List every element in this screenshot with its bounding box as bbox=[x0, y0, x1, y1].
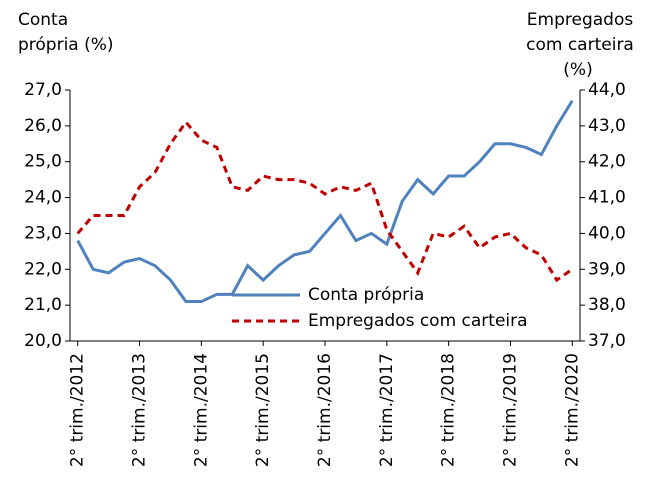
y-tick-label: 20,0 bbox=[24, 331, 62, 351]
x-tick-label: 2° trim./2020 bbox=[562, 353, 582, 467]
y-tick-label: 27,0 bbox=[24, 80, 62, 100]
x-tick-label: 2° trim./2013 bbox=[130, 353, 150, 467]
series-line bbox=[76, 119, 574, 283]
y2-tick-label: 38,0 bbox=[588, 295, 626, 315]
y2-axis-title: (%) bbox=[563, 60, 592, 80]
x-tick-label: 2° trim./2017 bbox=[377, 353, 397, 467]
y2-tick-label: 37,0 bbox=[588, 331, 626, 351]
y2-tick-label: 43,0 bbox=[588, 116, 626, 136]
y-tick-label: 21,0 bbox=[24, 295, 62, 315]
x-tick-label: 2° trim./2016 bbox=[315, 353, 335, 467]
y2-tick-label: 39,0 bbox=[588, 259, 626, 279]
y-axis-title: Conta bbox=[18, 10, 68, 30]
y-tick-label: 22,0 bbox=[24, 259, 62, 279]
y2-tick-label: 44,0 bbox=[588, 80, 626, 100]
y2-axis-title: Empregados bbox=[527, 10, 634, 30]
y2-axis-title: com carteira bbox=[526, 35, 634, 55]
y-tick-label: 24,0 bbox=[24, 188, 62, 208]
x-tick-label: 2° trim./2019 bbox=[500, 353, 520, 467]
y-axis-title: própria (%) bbox=[18, 35, 114, 55]
x-tick-label: 2° trim./2012 bbox=[68, 353, 88, 467]
x-tick-label: 2° trim./2014 bbox=[191, 353, 211, 467]
y2-tick-label: 42,0 bbox=[588, 152, 626, 172]
x-tick-label: 2° trim./2015 bbox=[253, 353, 273, 467]
x-tick-label: 2° trim./2018 bbox=[439, 353, 459, 467]
y2-tick-label: 41,0 bbox=[588, 188, 626, 208]
y-tick-label: 23,0 bbox=[24, 223, 62, 243]
y2-tick-label: 40,0 bbox=[588, 223, 626, 243]
series-line bbox=[76, 99, 574, 304]
legend-label: Conta própria bbox=[308, 285, 424, 305]
y-tick-label: 25,0 bbox=[24, 152, 62, 172]
legend-label: Empregados com carteira bbox=[308, 311, 528, 331]
y-tick-label: 26,0 bbox=[24, 116, 62, 136]
